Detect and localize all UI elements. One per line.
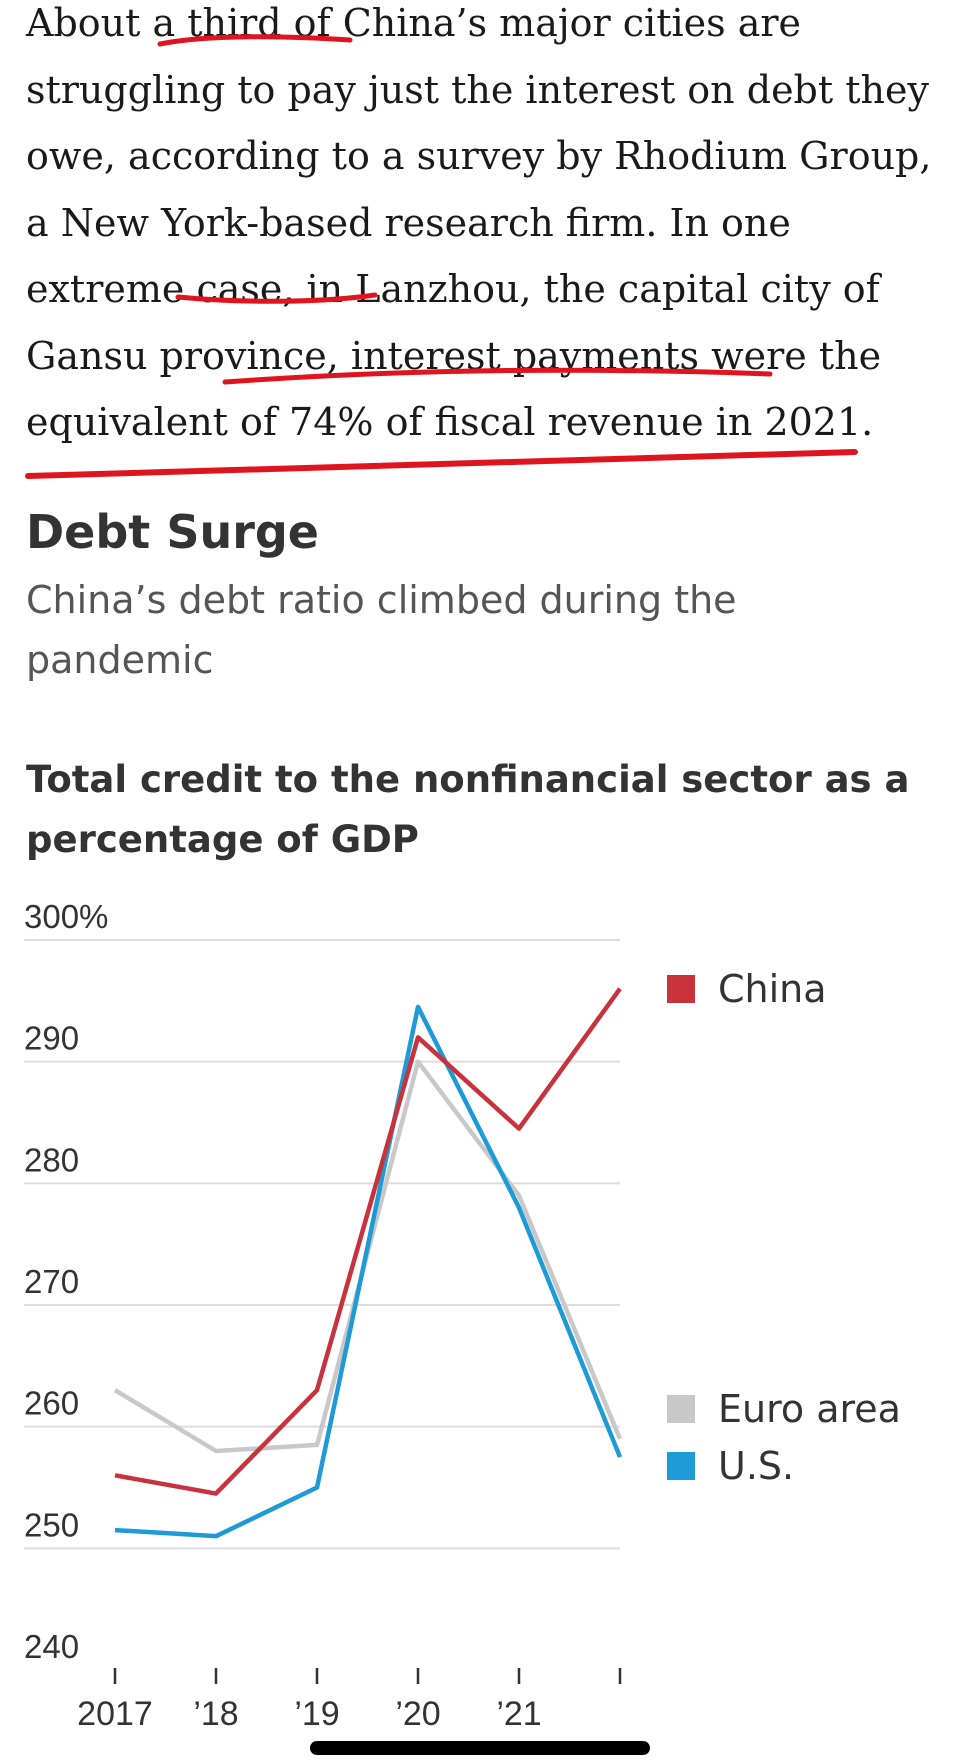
- y-tick-label: 240: [24, 1628, 79, 1665]
- underline-interest-payments: [222, 367, 773, 385]
- underline-equivalent: [25, 449, 858, 479]
- series-line-u-s: [114, 1004, 623, 1539]
- legend-label: China: [718, 967, 827, 1011]
- legend-label: U.S.: [718, 1444, 794, 1488]
- x-tick-label: ’19: [294, 1695, 339, 1733]
- x-tick-label: ’18: [193, 1695, 238, 1733]
- underline-third-of: [157, 34, 353, 47]
- home-indicator[interactable]: [310, 1741, 650, 1755]
- legend-swatch: [667, 1395, 695, 1423]
- chart-subheadline: China’s debt ratio climbed during the pa…: [26, 578, 737, 682]
- y-tick-label: 270: [24, 1263, 79, 1300]
- article-text: About a third of China’s major cities ar…: [26, 0, 936, 456]
- y-tick-label: 260: [24, 1385, 79, 1422]
- legend-swatch: [667, 1452, 695, 1480]
- legend-label: Euro area: [718, 1387, 901, 1431]
- y-tick-label: 300%: [24, 898, 108, 935]
- line-chart: 300% 290 280 270 260 250 240 2017 ’18 ’19 ’20 ’21 Ch…: [24, 898, 901, 1733]
- underline-lanzhou: [175, 292, 378, 304]
- red-underline-marks: [25, 34, 858, 479]
- y-tick-label: 290: [24, 1020, 79, 1057]
- x-tick-label: 2017: [77, 1695, 153, 1733]
- chart-headline: Debt Surge: [26, 505, 320, 559]
- y-tick-label: 250: [24, 1506, 79, 1543]
- y-tick-label: 280: [24, 1141, 79, 1178]
- series-line-china: [114, 987, 622, 1496]
- article-paragraph: About a third of China’s major cities ar…: [26, 1, 932, 444]
- x-tick-label: ’21: [496, 1695, 541, 1733]
- legend-swatch: [667, 975, 695, 1003]
- chart-axis-title: Total credit to the nonfinancial sector …: [26, 758, 910, 861]
- x-tick-label: ’20: [395, 1695, 440, 1733]
